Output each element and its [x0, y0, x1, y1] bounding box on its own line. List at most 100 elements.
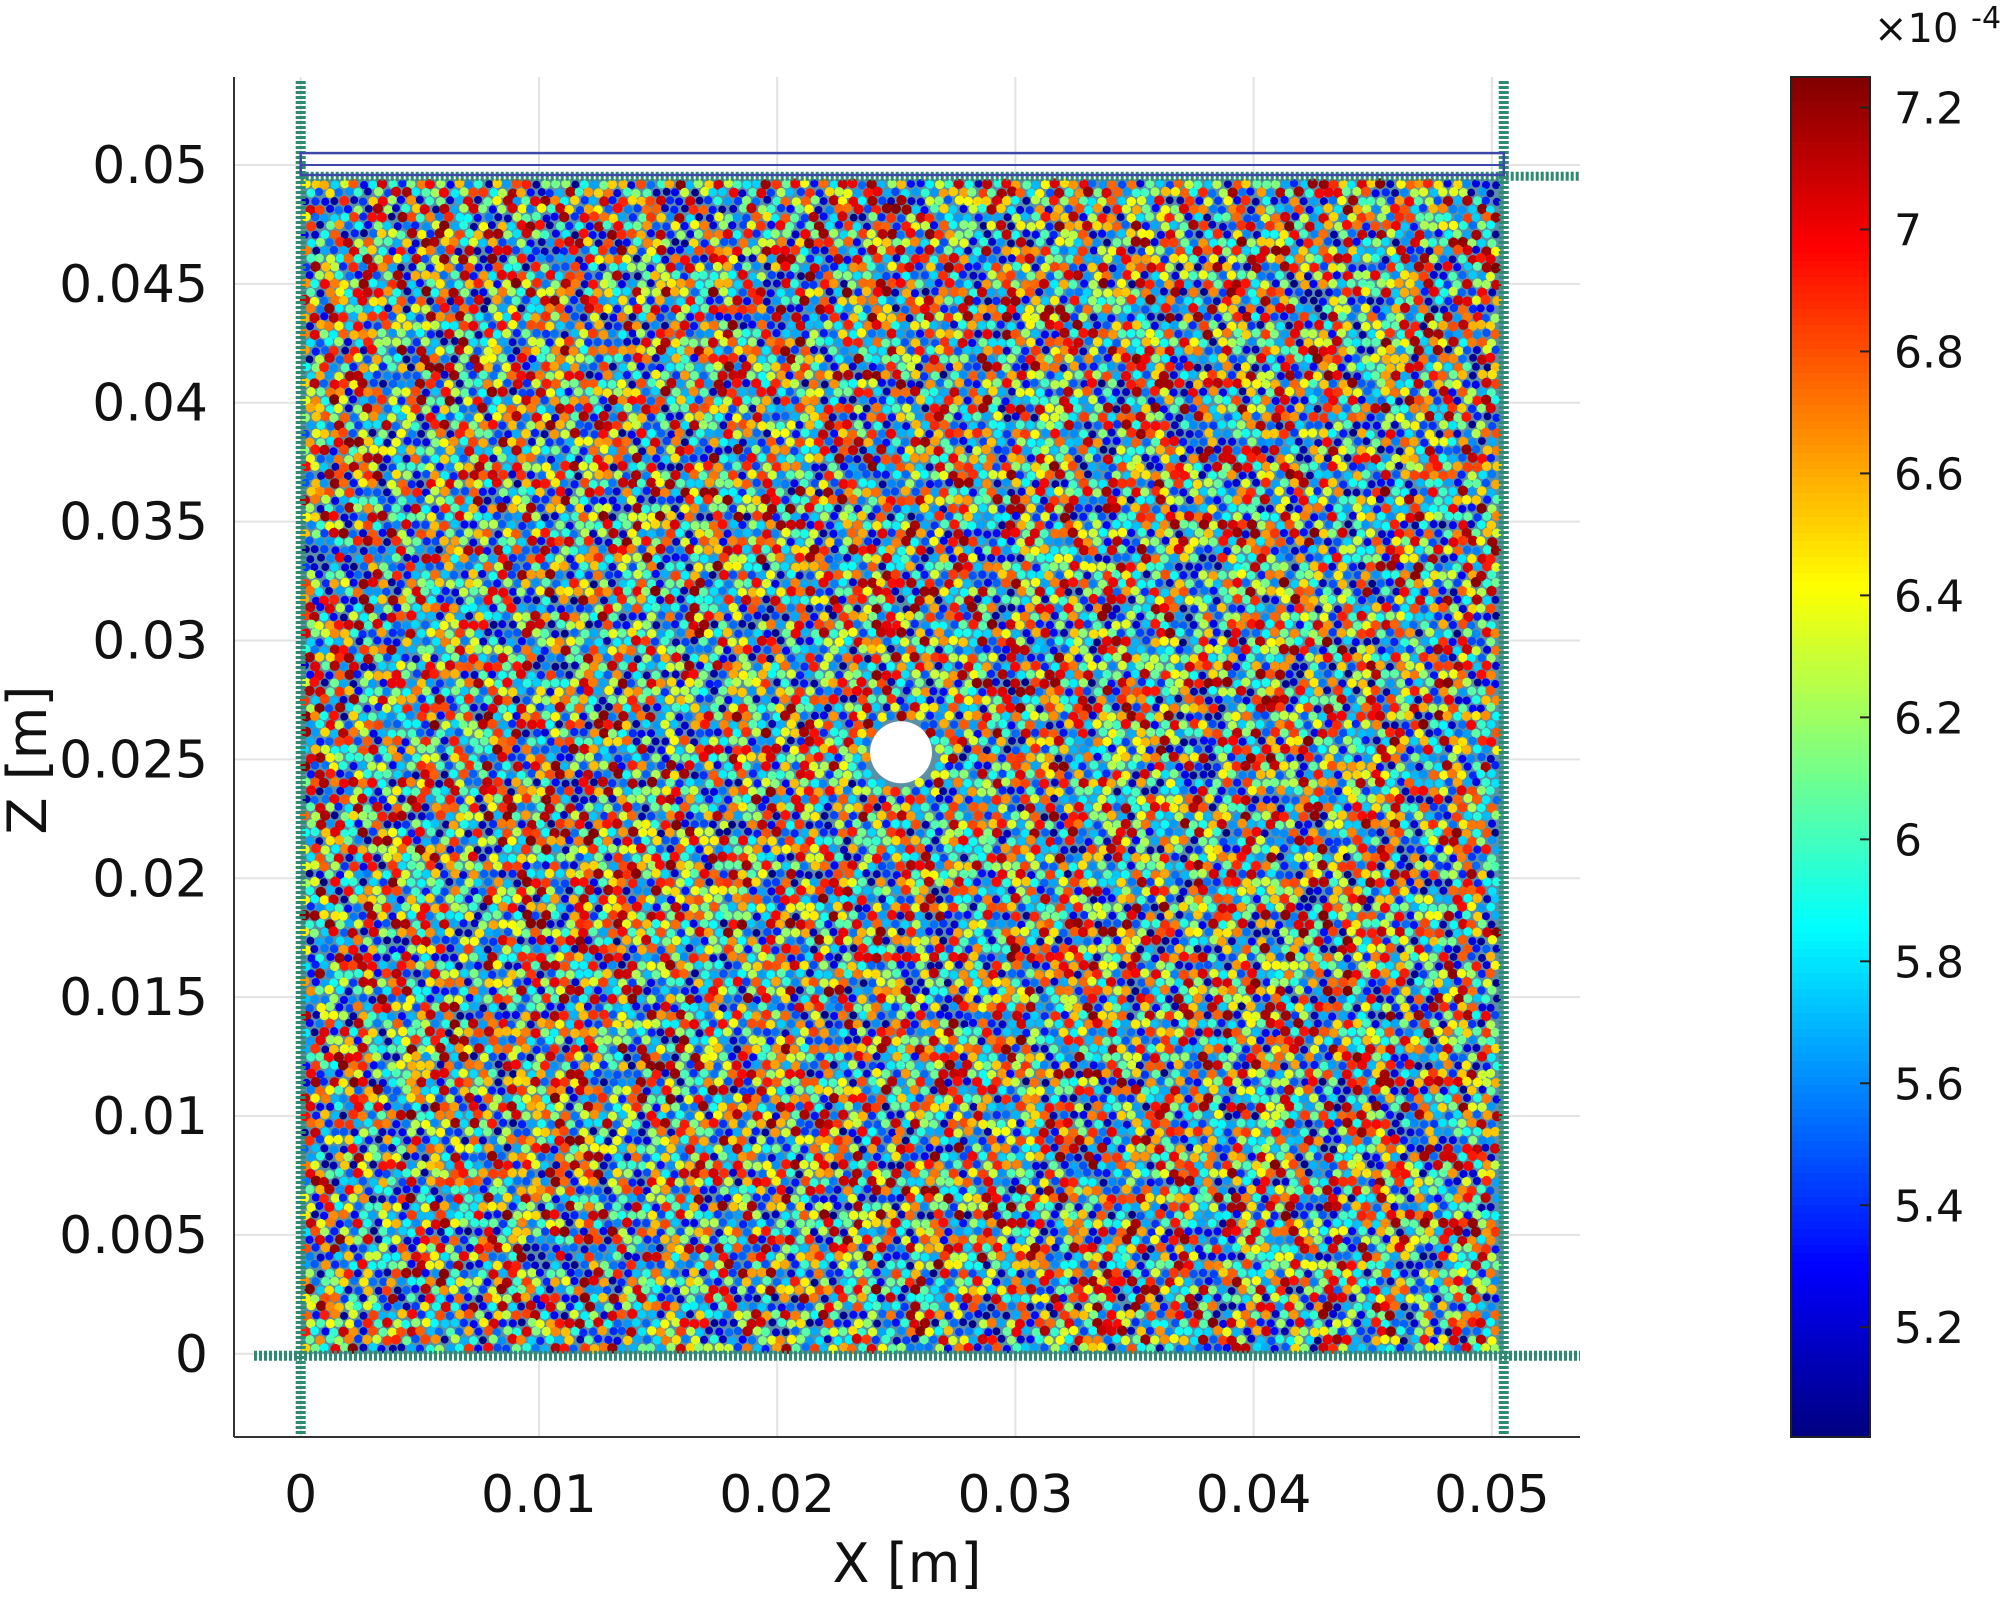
particle [762, 445, 771, 454]
particle [1174, 495, 1184, 506]
particle [1418, 187, 1429, 197]
particle [824, 370, 834, 380]
particle [1424, 345, 1434, 355]
particle [657, 496, 666, 505]
particle [1054, 504, 1064, 514]
particle [1116, 296, 1126, 306]
particle [1003, 213, 1012, 222]
particle [688, 386, 699, 397]
particle [857, 196, 867, 206]
particle [1400, 386, 1410, 397]
particle [1145, 294, 1156, 305]
particle [1117, 363, 1126, 372]
particle [695, 213, 704, 222]
particle [853, 204, 864, 215]
particle [372, 419, 382, 429]
particle [780, 261, 791, 272]
particle [1406, 262, 1415, 271]
particle [1313, 254, 1323, 264]
particle [464, 413, 474, 423]
particle [366, 344, 377, 355]
particle [647, 378, 657, 388]
particle [790, 412, 800, 421]
particle [468, 387, 477, 396]
particle [775, 487, 785, 497]
particle [464, 279, 475, 290]
particle [848, 247, 858, 256]
particle [938, 188, 949, 199]
particle [690, 304, 699, 313]
particle [1357, 428, 1368, 438]
particle [1074, 188, 1085, 199]
particle [1097, 213, 1108, 224]
particle [388, 247, 397, 256]
particle [1252, 395, 1262, 405]
particle [939, 388, 949, 397]
particle [974, 329, 983, 338]
particle [1366, 296, 1375, 305]
particle [1041, 428, 1050, 438]
particle [787, 321, 796, 331]
particle [819, 463, 828, 472]
particle [403, 272, 412, 281]
particle [408, 263, 417, 272]
particle [1007, 239, 1015, 248]
particle [1117, 396, 1125, 405]
particle [507, 354, 516, 363]
particle [718, 403, 729, 414]
particle [642, 371, 651, 380]
particle [789, 379, 800, 389]
particle [359, 246, 369, 256]
particle [700, 303, 710, 313]
particle [1444, 345, 1453, 354]
particle [1486, 454, 1495, 463]
particle [579, 212, 590, 223]
particle [885, 396, 895, 406]
particle [1126, 427, 1137, 438]
particle [963, 329, 974, 340]
particle [440, 354, 450, 364]
particle [1146, 262, 1157, 273]
particle [645, 312, 656, 323]
particle [829, 445, 838, 454]
particle [866, 261, 876, 271]
particle [766, 336, 776, 347]
particle [1290, 246, 1300, 255]
particle [679, 187, 690, 198]
particle [484, 245, 493, 254]
particle [306, 387, 316, 397]
particle [877, 429, 887, 439]
particle [1164, 213, 1175, 223]
particle [718, 286, 729, 297]
particle [901, 453, 911, 462]
particle [1490, 313, 1500, 323]
particle [541, 495, 550, 504]
particle [570, 312, 580, 321]
particle [1243, 262, 1252, 271]
particle [612, 287, 622, 297]
particle [1341, 186, 1351, 197]
particle [488, 436, 497, 446]
particle [943, 245, 953, 255]
particle [679, 287, 689, 297]
particle [949, 437, 959, 446]
particle [861, 286, 872, 297]
particle [1151, 271, 1160, 281]
particle [665, 196, 675, 205]
particle [609, 412, 618, 422]
particle [410, 303, 421, 313]
particle [1323, 454, 1332, 463]
particle [1472, 261, 1482, 271]
particle [1463, 328, 1474, 339]
particle [810, 229, 820, 239]
particle [868, 362, 877, 371]
particle [1126, 328, 1136, 338]
particle [718, 220, 728, 230]
particle [1434, 229, 1443, 238]
particle [914, 279, 924, 289]
particle [766, 453, 777, 464]
particle [325, 238, 334, 247]
particle [438, 187, 449, 198]
particle [593, 503, 604, 513]
particle [1246, 452, 1257, 463]
